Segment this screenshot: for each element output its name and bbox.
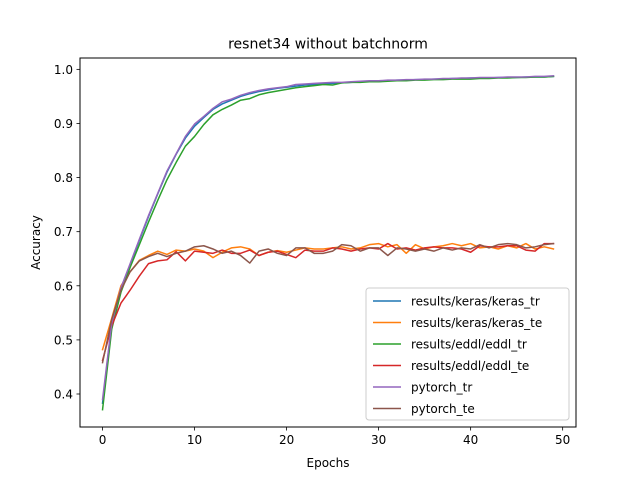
x-axis: 0 10 20 30 40 50 (99, 427, 570, 447)
x-tick-label: 0 (99, 433, 107, 447)
x-tick-label: 40 (463, 433, 478, 447)
legend-label-3: results/eddl/eddl_te (411, 359, 529, 373)
legend-box (365, 287, 570, 421)
legend-label-5: pytorch_te (411, 402, 475, 416)
legend-label-1: results/keras/keras_te (411, 316, 542, 330)
legend-label-0: results/keras/keras_tr (411, 295, 540, 309)
y-tick-label: 0.6 (54, 279, 73, 293)
plot-frame (79, 57, 577, 428)
y-axis: 0.4 0.5 0.6 0.7 0.8 0.9 1.0 (54, 63, 80, 401)
plot-lines (101, 75, 555, 411)
y-tick-label: 0.5 (54, 333, 73, 347)
series-line-5 (101, 242, 555, 364)
y-tick-label: 1.0 (54, 63, 73, 77)
legend-label-2: results/eddl/eddl_tr (411, 338, 527, 352)
series-line-2 (101, 75, 555, 411)
x-tick-label: 30 (371, 433, 386, 447)
y-axis-label: Accuracy (29, 215, 43, 270)
y-tick-label: 0.7 (54, 225, 73, 239)
chart-title: resnet34 without batchnorm (228, 37, 428, 53)
x-axis-label: Epochs (307, 456, 350, 470)
y-tick-label: 0.4 (54, 387, 73, 401)
x-tick-label: 10 (187, 433, 202, 447)
x-tick-label: 50 (555, 433, 570, 447)
series-line-4 (101, 75, 555, 401)
y-tick-label: 0.9 (54, 117, 73, 131)
y-tick-label: 0.8 (54, 171, 73, 185)
x-tick-label: 20 (279, 433, 294, 447)
legend: results/keras/keras_tr results/keras/kera… (365, 287, 570, 421)
legend-label-4: pytorch_tr (411, 381, 472, 395)
